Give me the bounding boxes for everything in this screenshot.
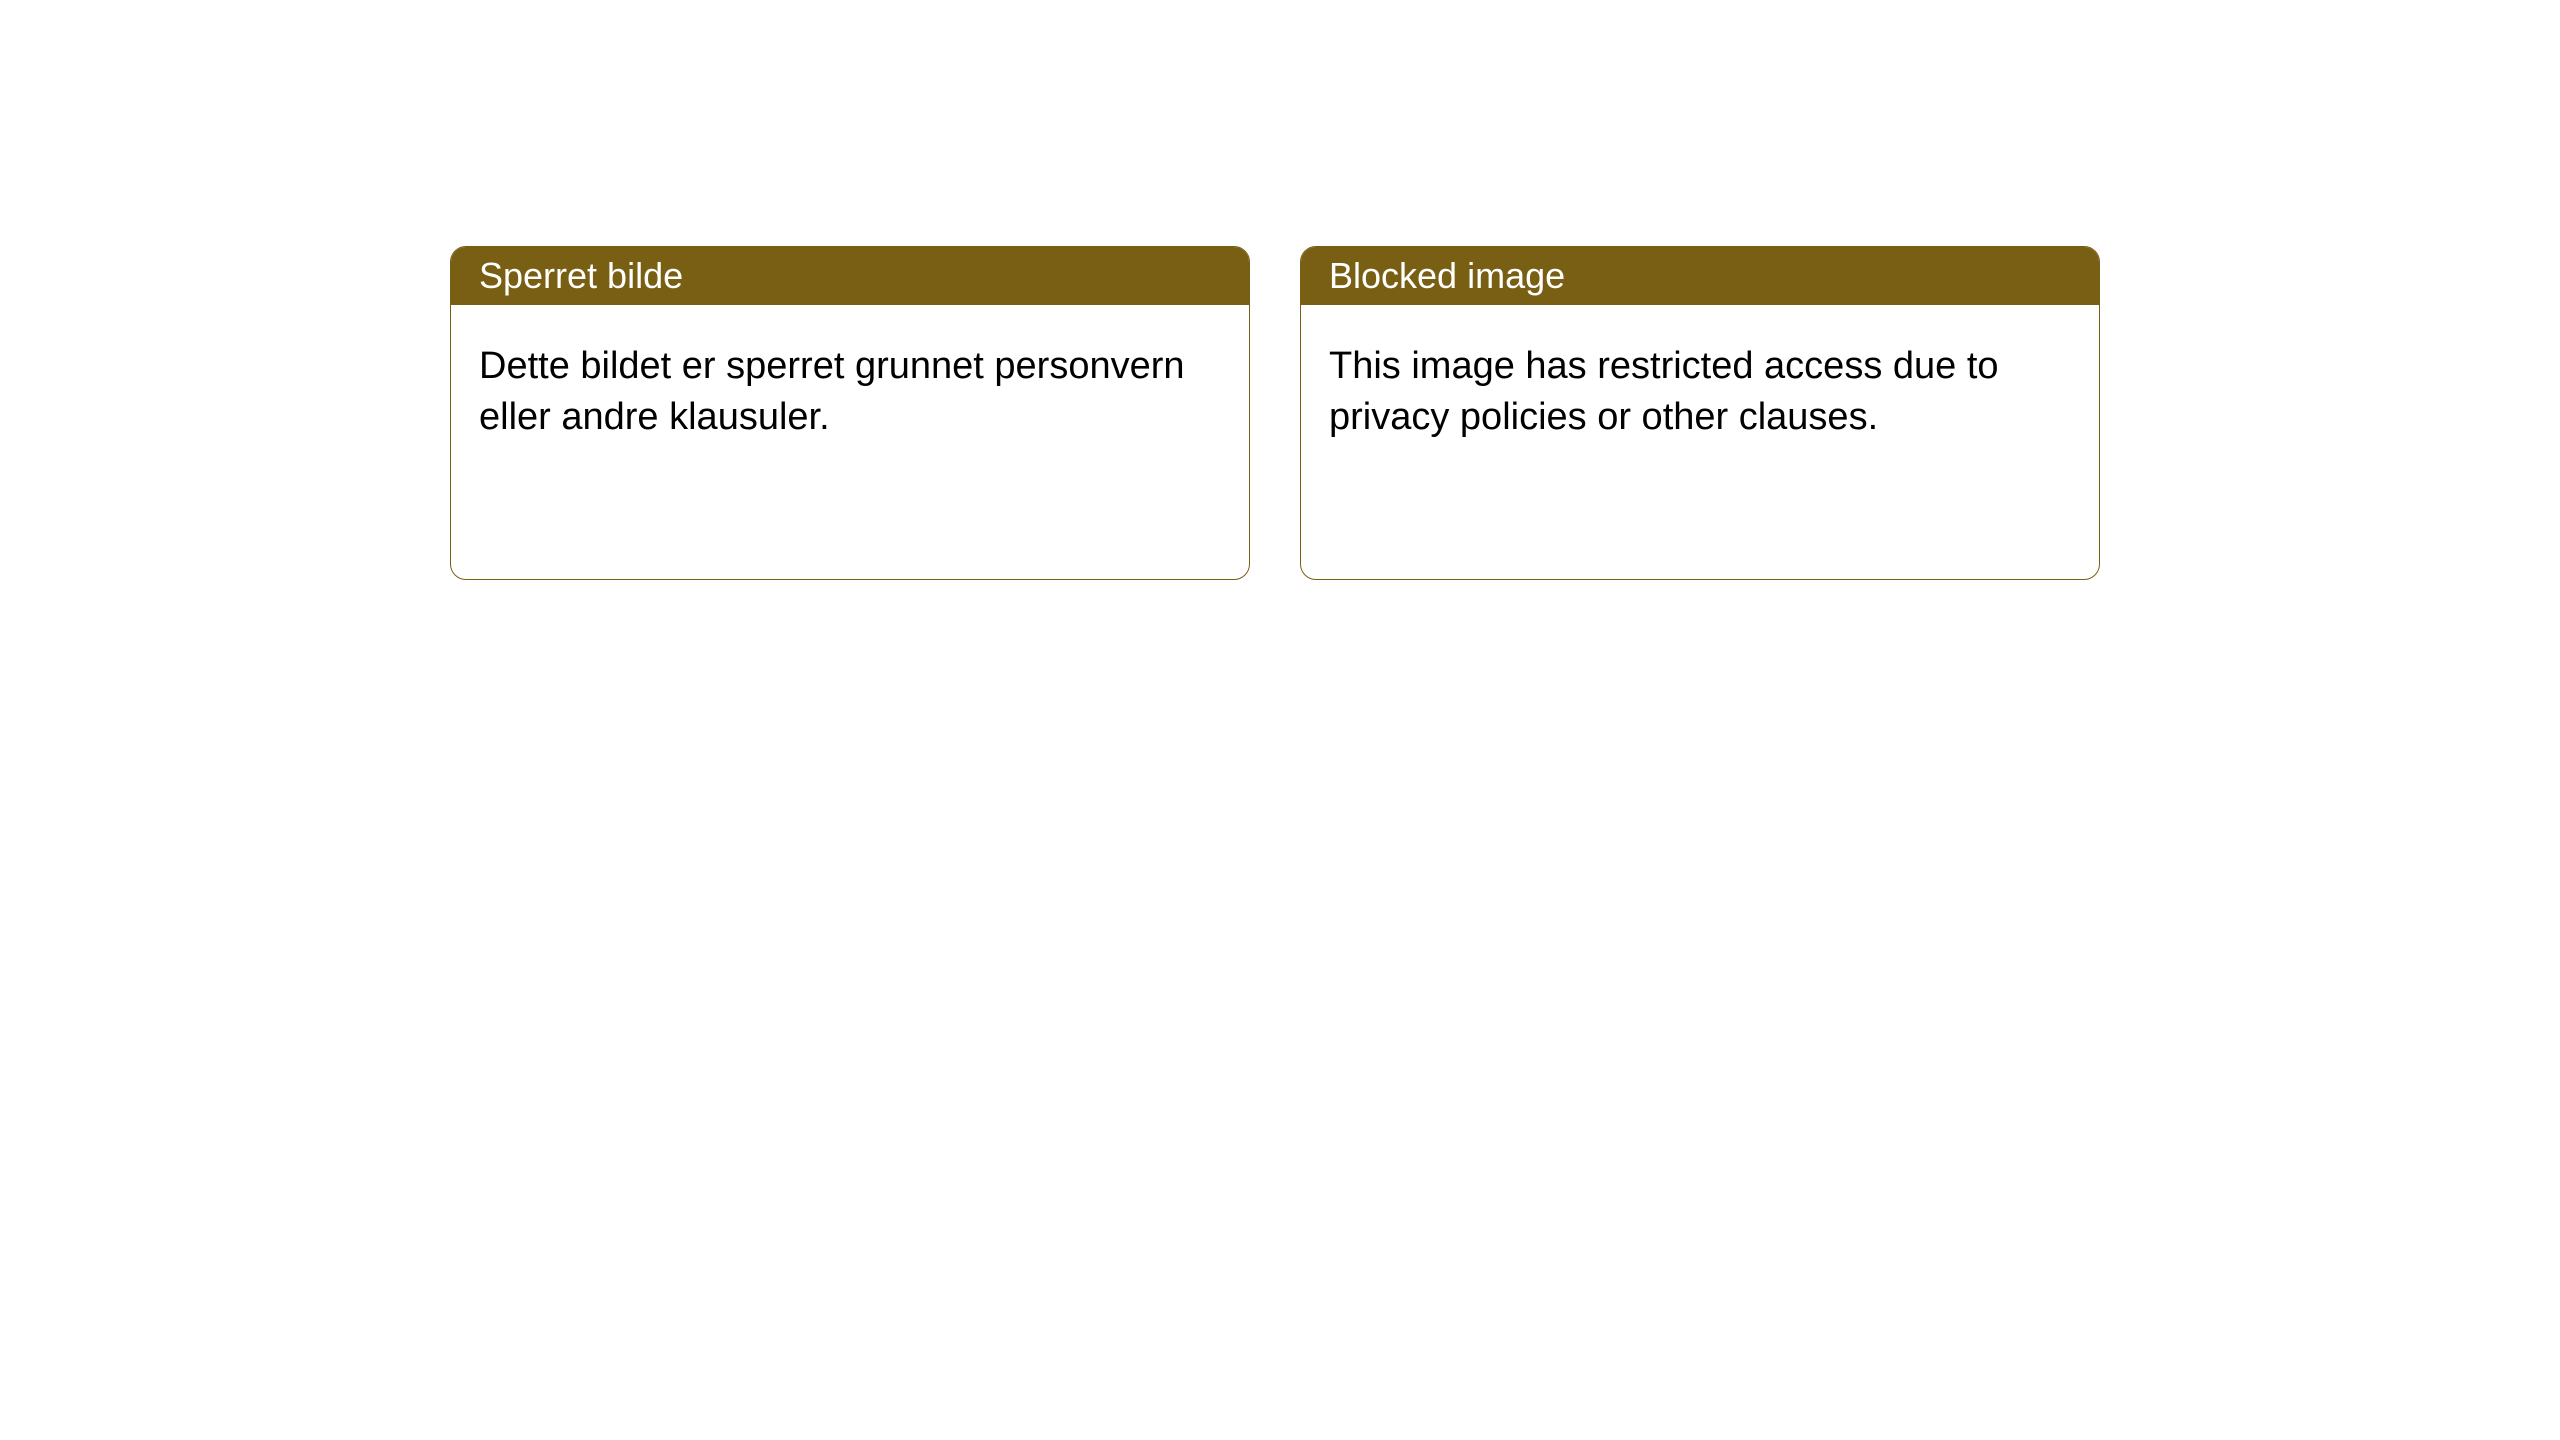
notice-card-norwegian: Sperret bilde Dette bildet er sperret gr…	[450, 246, 1250, 580]
notice-body-english: This image has restricted access due to …	[1301, 305, 2099, 480]
notice-header-norwegian: Sperret bilde	[451, 247, 1249, 305]
notice-container: Sperret bilde Dette bildet er sperret gr…	[450, 246, 2100, 580]
notice-header-english: Blocked image	[1301, 247, 2099, 305]
notice-card-english: Blocked image This image has restricted …	[1300, 246, 2100, 580]
notice-body-norwegian: Dette bildet er sperret grunnet personve…	[451, 305, 1249, 480]
